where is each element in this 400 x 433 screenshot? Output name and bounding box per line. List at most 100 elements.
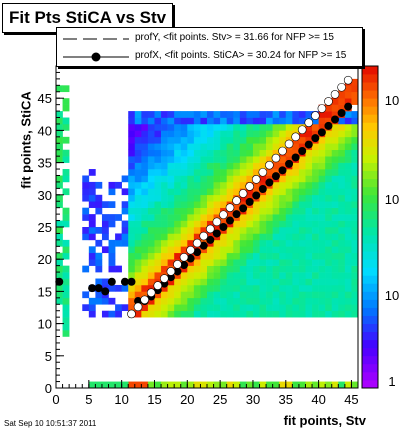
- profx-point: [219, 223, 228, 231]
- legend-entry-profy: profY, <fit points. Stv> = 31.66 for NFP…: [57, 30, 362, 48]
- profy-point: [278, 146, 287, 156]
- profx-point: [186, 254, 195, 263]
- profy-point: [337, 82, 346, 92]
- profy-point: [153, 281, 163, 290]
- profy-point: [133, 302, 143, 312]
- profy-point: [245, 182, 254, 191]
- profy-point: [140, 295, 149, 305]
- profx-point: [206, 235, 215, 244]
- profx-point: [245, 197, 254, 206]
- profy-point: [127, 309, 136, 319]
- profy-point: [324, 97, 333, 106]
- heatmap-cells: [56, 78, 359, 389]
- x-tick-label: 5: [85, 392, 92, 407]
- colorbar-tick-label: 10: [385, 93, 399, 108]
- profy-point: [330, 90, 340, 99]
- colorbar: 1 10 10 10: [361, 65, 399, 389]
- profy-point: [179, 252, 189, 262]
- y-tick-label: 5: [45, 349, 52, 364]
- profx-point: [212, 229, 221, 238]
- x-tick-label: 10: [114, 392, 128, 407]
- profx-point: [120, 277, 129, 286]
- profx-point: [180, 261, 189, 269]
- profx-point: [101, 287, 110, 296]
- profile-markers: [55, 75, 353, 319]
- profx-point: [258, 185, 267, 193]
- profy-point: [219, 210, 228, 220]
- profx-point: [285, 159, 294, 168]
- y-tick-label: 15: [38, 284, 52, 299]
- y-tick-label: 35: [38, 156, 52, 171]
- profy-point: [258, 167, 268, 177]
- profx-point: [344, 102, 353, 111]
- x-axis-label: fit points, Stv: [283, 413, 366, 428]
- profy-point: [186, 245, 195, 255]
- profx-point: [232, 210, 241, 219]
- profy-point: [199, 231, 209, 241]
- timestamp: Sat Sep 10 10:51:37 2011: [4, 419, 97, 428]
- chart-title: Fit Pts StiCA vs Stv: [2, 3, 174, 33]
- x-tick-label: 20: [180, 392, 194, 407]
- x-tick-label: 25: [213, 392, 227, 407]
- y-tick-label: 45: [38, 91, 52, 106]
- profx-point: [55, 277, 64, 286]
- colorbar-tick-label: 10: [385, 192, 399, 207]
- y-tick-label: 40: [38, 123, 52, 138]
- legend-entry-profx: profX, <fit points. StiCA> = 30.24 for N…: [57, 48, 362, 66]
- profy-point: [225, 203, 235, 212]
- profy-point: [271, 153, 281, 163]
- profx-point: [107, 277, 116, 286]
- profy-point: [205, 224, 215, 234]
- y-tick-label: 30: [38, 188, 52, 203]
- x-tick-label: 15: [147, 392, 161, 407]
- profy-point: [317, 104, 327, 113]
- profy-point: [291, 132, 300, 142]
- profy-point: [284, 139, 294, 149]
- profy-point: [212, 217, 222, 227]
- profy-point: [311, 111, 320, 120]
- profy-point: [297, 125, 307, 135]
- profy-point: [173, 260, 182, 269]
- colorbar-tick-label: 1: [388, 374, 395, 389]
- profy-point: [238, 189, 248, 198]
- profx-point: [199, 241, 208, 250]
- colorbar-tick-label: 10: [385, 288, 399, 303]
- axis-ticks: 0 5 10 15 20 25 30 35 40 45 0 5 10 15 20 25 30 35 40 45: [38, 65, 359, 407]
- y-tick-label: 0: [45, 381, 52, 396]
- profx-point: [271, 172, 280, 181]
- x-tick-label: 35: [279, 392, 293, 407]
- profy-point: [192, 238, 202, 248]
- profx-point: [311, 134, 320, 143]
- profx-point: [94, 284, 103, 293]
- x-tick-label: 0: [52, 392, 59, 407]
- profx-point: [278, 166, 287, 175]
- profx-point: [324, 121, 333, 130]
- legend-label-profy: profY, <fit points. Stv> = 31.66 for NFP…: [135, 32, 334, 43]
- profx-point: [173, 267, 182, 276]
- x-tick-label: 40: [311, 392, 325, 407]
- profy-point: [146, 288, 156, 297]
- x-tick-label: 45: [344, 392, 358, 407]
- profx-point: [331, 115, 340, 124]
- profy-point: [232, 196, 241, 205]
- profx-point: [225, 216, 234, 225]
- profx-point: [317, 128, 326, 137]
- profx-point: [298, 147, 307, 156]
- profx-point: [88, 284, 97, 293]
- profx-point: [127, 277, 136, 286]
- profy-point: [166, 267, 176, 276]
- profx-point: [252, 191, 261, 200]
- profx-point: [265, 178, 274, 187]
- legend-label-profx: profX, <fit points. StiCA> = 30.24 for N…: [135, 50, 347, 61]
- y-tick-label: 20: [38, 252, 52, 267]
- y-axis-label: fit points, StiCA: [18, 91, 34, 189]
- y-tick-label: 25: [38, 220, 52, 235]
- profy-point: [304, 118, 314, 127]
- profx-point: [304, 140, 313, 149]
- profx-point: [239, 204, 248, 213]
- profx-point: [193, 248, 202, 257]
- profy-point: [265, 160, 274, 170]
- profx-point: [337, 109, 346, 118]
- legend: profY, <fit points. Stv> = 31.66 for NFP…: [56, 27, 363, 67]
